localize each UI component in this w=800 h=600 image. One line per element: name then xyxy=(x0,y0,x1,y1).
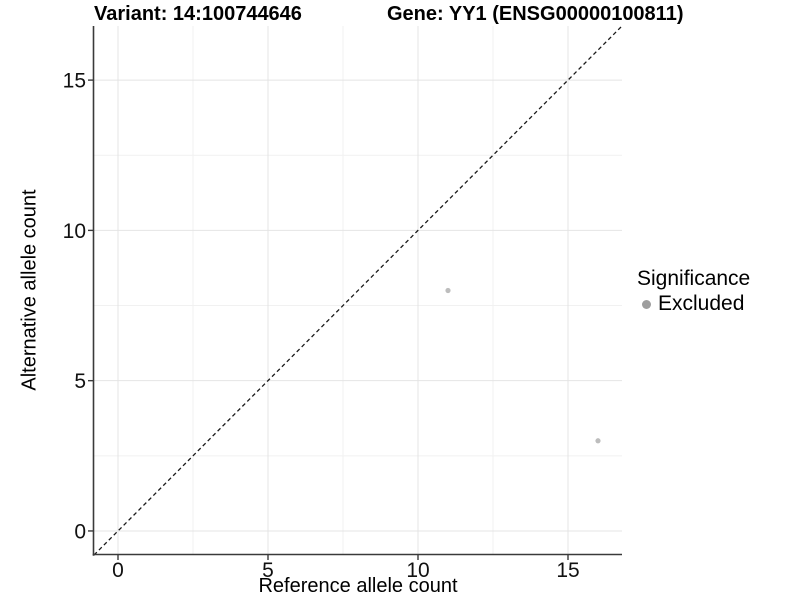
y-axis-title: Alternative allele count xyxy=(18,189,41,391)
x-axis-title: Reference allele count xyxy=(258,575,458,597)
data-point xyxy=(445,287,451,294)
x-tick-label: 10 xyxy=(406,559,429,582)
y-tick-label: 5 xyxy=(74,370,86,393)
data-point xyxy=(595,438,601,444)
identity-dashed-line xyxy=(93,25,623,556)
plot-title-gene: Gene: YY1 (ENSG00000100811) xyxy=(387,3,684,25)
legend-item-excluded: Excluded xyxy=(637,292,750,316)
x-tick-label: 15 xyxy=(556,559,579,582)
x-tick-label: 5 xyxy=(262,559,274,582)
x-tick-label: 0 xyxy=(112,559,124,582)
legend-key-dot-icon xyxy=(637,295,655,313)
y-tick-label: 15 xyxy=(63,70,86,93)
legend: Significance Excluded xyxy=(637,267,750,316)
plot-title-variant: Variant: 14:100744646 xyxy=(94,3,302,25)
legend-item-label: Excluded xyxy=(658,292,745,315)
legend-title: Significance xyxy=(637,267,751,290)
y-tick-label: 10 xyxy=(63,220,86,243)
y-tick-label: 0 xyxy=(74,520,86,543)
